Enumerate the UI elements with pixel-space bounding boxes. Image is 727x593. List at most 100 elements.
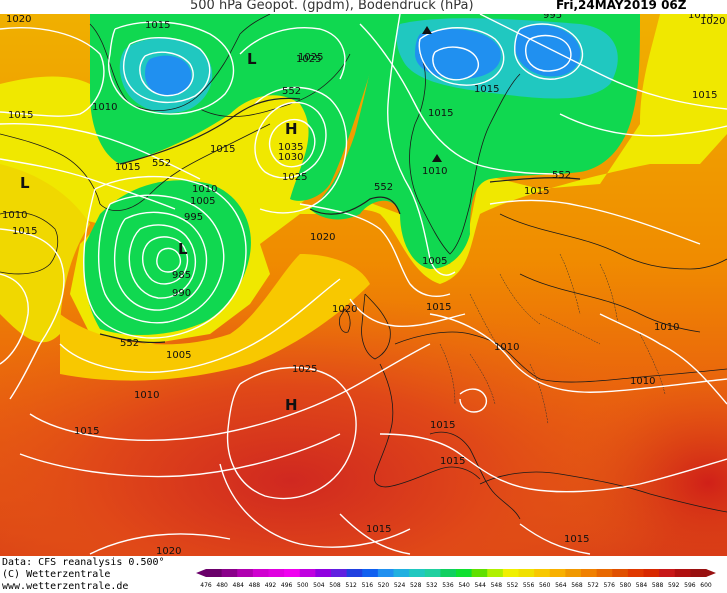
- isobar-label: 1015: [74, 426, 99, 437]
- legend-swatch: [409, 569, 426, 577]
- legend-swatch: [424, 569, 441, 577]
- legend-tick-label: 500: [297, 582, 309, 589]
- legend-tick-label: 536: [442, 582, 454, 589]
- legend-tick-label: 560: [539, 582, 551, 589]
- geopot-label: 552: [552, 170, 571, 181]
- isobar-label: 1015: [564, 534, 589, 545]
- isobar-label: 1025: [296, 54, 321, 65]
- isobar-label: 1015: [366, 524, 391, 535]
- legend-tick-label: 528: [410, 582, 422, 589]
- legend-tick-label: 596: [684, 582, 696, 589]
- legend-tick-label: 564: [555, 582, 567, 589]
- geopot-label: 552: [152, 158, 171, 169]
- isobar-label: 1015: [210, 144, 235, 155]
- legend-swatch: [315, 569, 332, 577]
- legend-swatch: [596, 569, 613, 577]
- legend-ticks: 476 480 484 488 492 496 500 504 508 512 516 520 524 5…: [200, 582, 712, 589]
- isobar-label: 1035: [278, 142, 303, 153]
- isobar-label: 1010: [2, 210, 27, 221]
- geopot-label: 552: [282, 86, 301, 97]
- low-greenland-marker: L: [247, 50, 257, 68]
- legend-swatch: [627, 569, 644, 577]
- legend-swatch: [674, 569, 691, 577]
- station-marker: [432, 154, 442, 162]
- legend-swatch: [659, 569, 676, 577]
- isobar-label: 1015: [428, 108, 453, 119]
- legend-swatch: [393, 569, 410, 577]
- isobar-label: 1015: [440, 456, 465, 467]
- isobar-label: 1005: [166, 350, 191, 361]
- legend-tick-label: 488: [249, 582, 261, 589]
- legend-tick-label: 492: [265, 582, 277, 589]
- legend-tick-label: 572: [587, 582, 599, 589]
- isobar-label: 1015: [474, 84, 499, 95]
- legend-swatch: [237, 569, 254, 577]
- legend-tick-label: 516: [362, 582, 374, 589]
- map-date: Fri,24MAY2019 06Z: [556, 0, 687, 12]
- isobar-label: 1015: [426, 302, 451, 313]
- website-credit: www.wetterzentrale.de: [2, 581, 129, 592]
- legend-swatch: [518, 569, 535, 577]
- isobar-label: 1020: [310, 232, 335, 243]
- isobar-labels: 1015 1020 1015 1015 1010 1015 1025 1030 …: [2, 14, 725, 556]
- geopot-label: 552: [120, 338, 139, 349]
- color-legend: 476 480 484 488 492 496 500 504 508 512 516 520 524 5…: [196, 569, 716, 589]
- isobar-label: 1005: [190, 196, 215, 207]
- pressure-systems: L L L H H: [20, 50, 298, 414]
- legend-tick-label: 600: [700, 582, 712, 589]
- isobar-label: 1010: [654, 322, 679, 333]
- isobar-label: 1015: [692, 90, 717, 101]
- legend-tick-label: 476: [200, 582, 212, 589]
- legend-swatch: [206, 569, 223, 577]
- legend-tick-label: 568: [571, 582, 583, 589]
- legend-tick-label: 592: [668, 582, 680, 589]
- isobar-label: 1010: [422, 166, 447, 177]
- legend-swatch: [440, 569, 457, 577]
- legend-swatch: [377, 569, 394, 577]
- legend-swatch: [487, 569, 504, 577]
- field-blue-greenland: [145, 55, 192, 97]
- legend-swatch: [299, 569, 316, 577]
- isobar-label: 1005: [422, 256, 447, 267]
- legend-swatch: [252, 569, 269, 577]
- isobar-label: 985: [172, 270, 191, 281]
- legend-tick-label: 532: [426, 582, 438, 589]
- isobar-label: 1015: [115, 162, 140, 173]
- legend-swatch: [643, 569, 660, 577]
- low-atlantic-marker: L: [178, 240, 188, 258]
- isobar-label: 1015: [8, 110, 33, 121]
- isobar-label: 1030: [278, 152, 303, 163]
- isobar-label: 1020: [332, 304, 357, 315]
- weather-map: 1015 1020 1015 1015 1010 1015 1025 1030 …: [0, 14, 727, 556]
- legend-swatch: [268, 569, 285, 577]
- isobar-label: 1015: [524, 186, 549, 197]
- isobars: [0, 14, 727, 555]
- legend-swatch: [456, 569, 473, 577]
- high-azores-marker: H: [285, 396, 298, 414]
- legend-tick-label: 508: [329, 582, 341, 589]
- isobar-label: 1010: [192, 184, 217, 195]
- isobar-label: 1020: [700, 16, 725, 27]
- legend-swatches: [196, 569, 716, 577]
- legend-swatch: [565, 569, 582, 577]
- isobar-label: 1020: [156, 546, 181, 556]
- legend-tick-label: 524: [394, 582, 406, 589]
- legend-swatch: [362, 569, 379, 577]
- legend-swatch: [471, 569, 488, 577]
- legend-arrow-left: [196, 569, 206, 577]
- field-yellow-west: [0, 164, 90, 343]
- legend-swatch: [581, 569, 598, 577]
- isobar-label: 1010: [92, 102, 117, 113]
- geopot-label: 552: [374, 182, 393, 193]
- isobar-label: 990: [172, 288, 191, 299]
- legend-tick-label: 484: [233, 582, 245, 589]
- geopot-labels: 552 552 552 552 552 552 552: [120, 86, 571, 349]
- legend-tick-label: 520: [378, 582, 390, 589]
- legend-tick-label: 588: [652, 582, 664, 589]
- isobar-label: 1015: [12, 226, 37, 237]
- map-title: 500 hPa Geopot. (gpdm), Bodendruck (hPa): [190, 0, 474, 13]
- legend-swatch: [221, 569, 238, 577]
- legend-tick-label: 584: [636, 582, 648, 589]
- legend-swatch: [549, 569, 566, 577]
- isobar-label: 1010: [630, 376, 655, 387]
